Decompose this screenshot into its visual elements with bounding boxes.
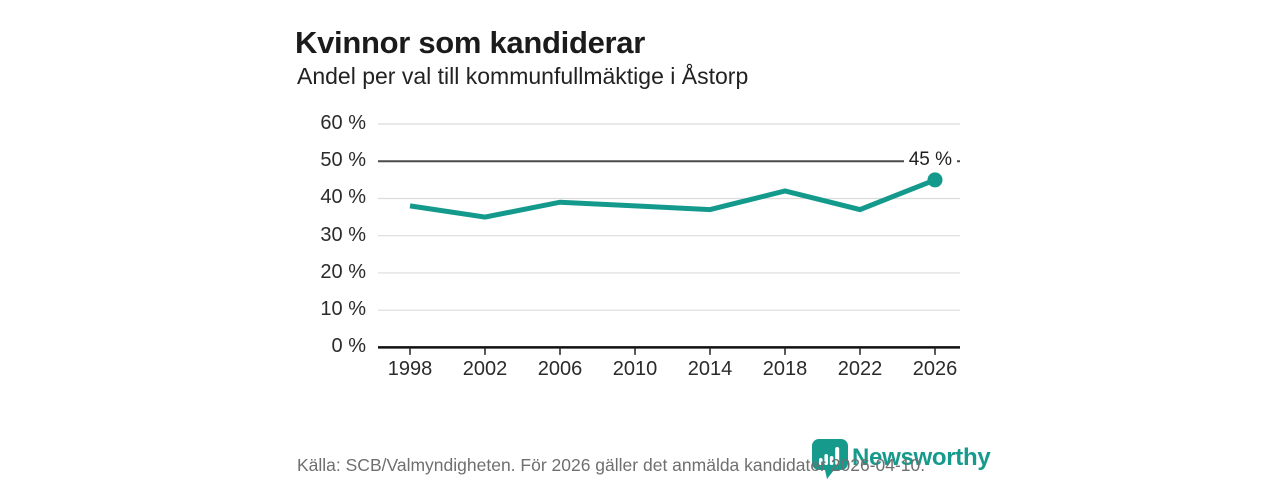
y-tick-label: 50 % bbox=[320, 149, 366, 172]
end-point-marker bbox=[927, 172, 943, 188]
data-line bbox=[409, 177, 936, 220]
x-tick-label: 1998 bbox=[387, 358, 433, 380]
x-tick-label: 2006 bbox=[537, 358, 583, 380]
y-tick-label: 40 % bbox=[320, 186, 366, 209]
newsworthy-logo: Newsworthy bbox=[812, 439, 991, 479]
y-tick-label: 30 % bbox=[320, 223, 366, 246]
x-tick-label: 2002 bbox=[462, 358, 508, 380]
x-tick-label: 2010 bbox=[612, 358, 658, 380]
x-tick-label: 2014 bbox=[687, 358, 733, 380]
end-point-value-label: 45 % bbox=[903, 149, 957, 171]
line-chart-plot bbox=[378, 123, 960, 355]
y-tick-label: 0 % bbox=[331, 335, 366, 358]
chart-title: Kvinnor som kandiderar bbox=[295, 24, 645, 60]
x-tick-label: 2022 bbox=[837, 358, 883, 380]
y-tick-label: 20 % bbox=[320, 260, 366, 283]
newsworthy-wordmark: Newsworthy bbox=[852, 444, 991, 471]
newsworthy-pin-barchart-icon bbox=[812, 439, 848, 479]
y-tick-label: 10 % bbox=[320, 298, 366, 321]
x-tick-label: 2026 bbox=[912, 358, 958, 380]
chart-subtitle: Andel per val till kommunfullmäktige i Å… bbox=[297, 63, 749, 89]
x-tick-label: 2018 bbox=[762, 358, 808, 380]
y-tick-label: 60 % bbox=[320, 112, 366, 134]
source-note: Källa: SCB/Valmyndigheten. För 2026 gäll… bbox=[297, 455, 926, 475]
